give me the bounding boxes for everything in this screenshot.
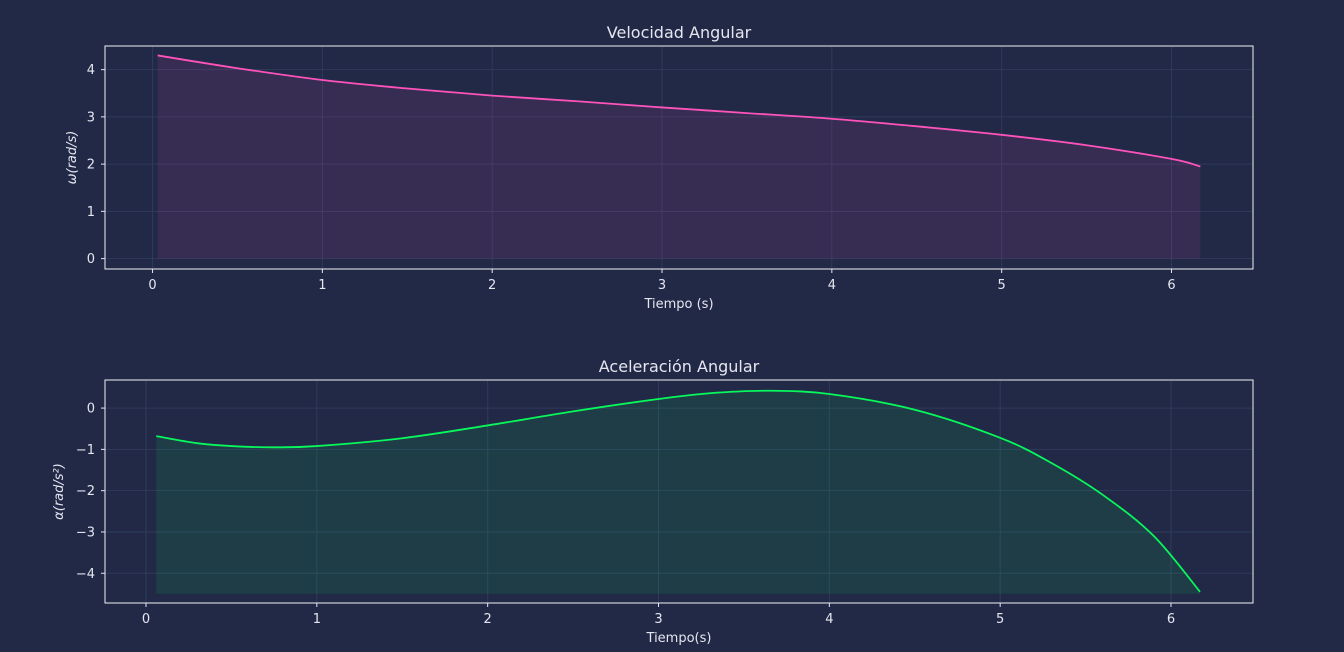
velocity-x-axis-label: Tiempo (s) <box>643 297 713 312</box>
velocity-ticks: 0 1 2 3 4 5 6 0 1 2 3 4 <box>87 63 1176 293</box>
velocity-area <box>157 55 1201 259</box>
acceleration-grid <box>105 380 1253 603</box>
acceleration-x-tick-label: 2 <box>484 612 492 627</box>
acceleration-plot-frame <box>104 379 1254 604</box>
velocity-y-tick-label: 0 <box>87 252 95 267</box>
velocity-x-tick-label: 0 <box>148 278 156 293</box>
velocity-y-tick-label: 4 <box>87 63 95 78</box>
acceleration-x-axis-label: Tiempo(s) <box>646 631 712 646</box>
acceleration-x-tick-label: 4 <box>825 612 833 627</box>
velocity-x-tick-label: 5 <box>998 278 1006 293</box>
velocity-y-axis-label: ω(rad/s) <box>65 131 80 185</box>
velocity-line <box>157 54 1201 168</box>
acceleration-chart: 0 1 2 3 4 5 6 0 −1 −2 −3 −4 Aceleración Angular Tie… <box>52 357 1254 646</box>
velocity-x-tick-label: 4 <box>828 278 836 293</box>
velocity-y-tick-label: 3 <box>87 110 95 125</box>
acceleration-y-axis-label: α(rad/s²) <box>52 463 67 520</box>
acceleration-area <box>156 390 1201 594</box>
velocity-x-tick-label: 1 <box>318 278 326 293</box>
velocity-chart: 0 1 2 3 4 5 6 0 1 2 3 4 Velocidad Angular Tiempo (s… <box>65 23 1254 312</box>
acceleration-y-tick-label: −4 <box>76 567 95 582</box>
velocity-y-tick-label: 2 <box>87 158 95 173</box>
velocity-plot-frame <box>104 45 1254 270</box>
acceleration-y-tick-label: −1 <box>76 443 95 458</box>
acceleration-x-tick-label: 5 <box>996 612 1004 627</box>
velocity-chart-title: Velocidad Angular <box>607 23 752 42</box>
velocity-x-tick-label: 2 <box>488 278 496 293</box>
acceleration-x-tick-label: 3 <box>654 612 662 627</box>
acceleration-y-tick-label: 0 <box>87 402 95 417</box>
acceleration-chart-title: Aceleración Angular <box>599 357 760 376</box>
velocity-x-tick-label: 3 <box>658 278 666 293</box>
velocity-grid <box>105 46 1253 269</box>
acceleration-y-tick-label: −2 <box>76 484 95 499</box>
acceleration-x-tick-label: 6 <box>1167 612 1175 627</box>
acceleration-line <box>156 389 1201 593</box>
velocity-x-tick-label: 6 <box>1167 278 1175 293</box>
acceleration-ticks: 0 1 2 3 4 5 6 0 −1 −2 −3 −4 <box>76 402 1175 627</box>
velocity-y-tick-label: 1 <box>87 205 95 220</box>
acceleration-x-tick-label: 0 <box>142 612 150 627</box>
acceleration-y-tick-label: −3 <box>76 525 95 540</box>
acceleration-x-tick-label: 1 <box>313 612 321 627</box>
